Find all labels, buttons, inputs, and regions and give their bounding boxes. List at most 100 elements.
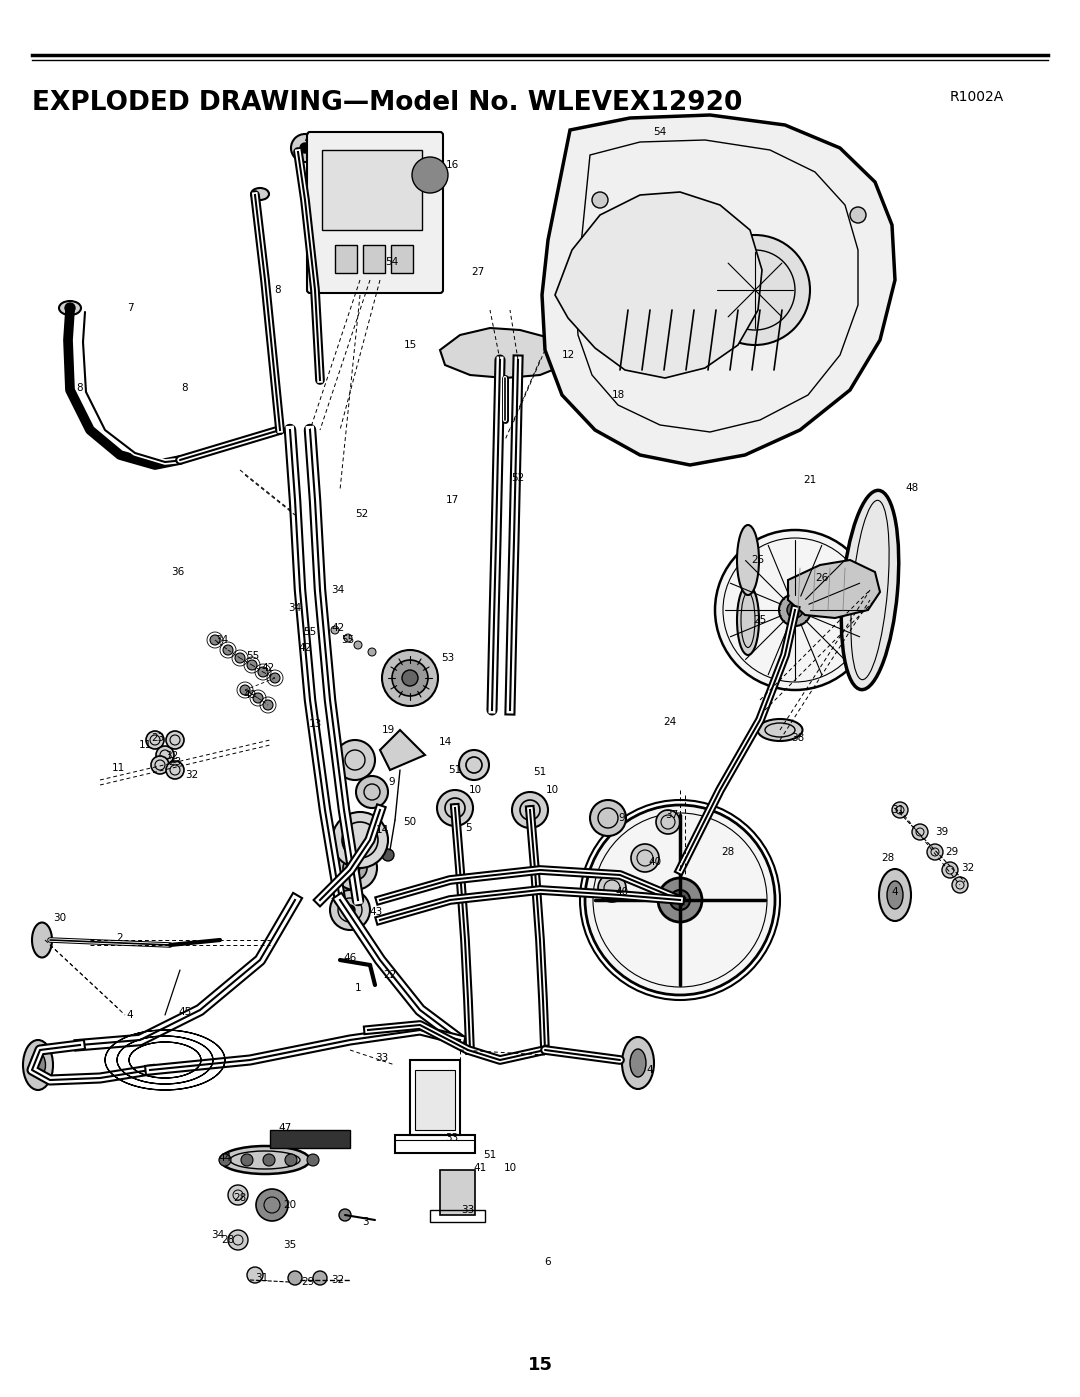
Text: 51: 51 xyxy=(448,766,461,775)
Circle shape xyxy=(264,1154,275,1166)
Text: 24: 24 xyxy=(663,717,677,726)
Text: 23: 23 xyxy=(151,733,164,743)
Text: 32: 32 xyxy=(165,752,178,761)
Circle shape xyxy=(670,890,690,909)
Circle shape xyxy=(350,863,360,873)
Text: 28: 28 xyxy=(221,1235,234,1245)
Circle shape xyxy=(288,1271,302,1285)
Circle shape xyxy=(219,1154,231,1166)
Text: 11: 11 xyxy=(111,763,124,773)
Text: 14: 14 xyxy=(376,826,389,835)
FancyBboxPatch shape xyxy=(307,131,443,293)
Circle shape xyxy=(526,806,534,814)
Circle shape xyxy=(300,142,310,154)
Text: 50: 50 xyxy=(404,817,417,827)
Bar xyxy=(335,244,357,272)
Circle shape xyxy=(228,1185,248,1206)
Text: 40: 40 xyxy=(616,887,629,897)
Text: 55: 55 xyxy=(341,636,354,645)
Text: 36: 36 xyxy=(172,567,185,577)
Circle shape xyxy=(345,905,355,915)
Circle shape xyxy=(307,1154,319,1166)
Bar xyxy=(363,244,384,272)
Circle shape xyxy=(437,789,473,826)
Circle shape xyxy=(942,862,958,877)
Text: 4: 4 xyxy=(126,1010,133,1020)
Bar xyxy=(410,1060,460,1134)
Text: 8: 8 xyxy=(77,383,83,393)
Text: 15: 15 xyxy=(527,1356,553,1375)
Circle shape xyxy=(892,802,908,819)
Text: 9: 9 xyxy=(619,813,625,823)
Circle shape xyxy=(368,648,376,657)
Bar xyxy=(440,1171,475,1215)
Circle shape xyxy=(291,134,319,162)
Ellipse shape xyxy=(757,719,802,740)
Polygon shape xyxy=(542,115,895,465)
Text: 34: 34 xyxy=(215,636,229,645)
Text: 7: 7 xyxy=(126,303,133,313)
Ellipse shape xyxy=(30,1052,45,1077)
Text: 13: 13 xyxy=(309,719,322,729)
Bar xyxy=(391,244,413,272)
Circle shape xyxy=(392,659,428,696)
Circle shape xyxy=(156,746,174,764)
Circle shape xyxy=(382,849,394,861)
Text: 33: 33 xyxy=(445,1133,459,1143)
Text: 55: 55 xyxy=(246,651,259,661)
Text: 42: 42 xyxy=(261,664,274,673)
Circle shape xyxy=(210,636,220,645)
Ellipse shape xyxy=(630,1049,646,1077)
Circle shape xyxy=(151,756,168,774)
Text: 26: 26 xyxy=(815,573,828,583)
Text: 29: 29 xyxy=(301,1277,314,1287)
Text: 49: 49 xyxy=(243,690,257,700)
Text: 51: 51 xyxy=(534,767,546,777)
Ellipse shape xyxy=(59,300,81,314)
Ellipse shape xyxy=(841,490,899,690)
Text: 10: 10 xyxy=(503,1162,516,1173)
Text: 14: 14 xyxy=(438,738,451,747)
Circle shape xyxy=(354,641,362,650)
Text: 34: 34 xyxy=(332,585,345,595)
Circle shape xyxy=(912,824,928,840)
Text: 28: 28 xyxy=(721,847,734,856)
Text: 28: 28 xyxy=(233,1193,246,1203)
Text: 4: 4 xyxy=(647,1065,653,1076)
Circle shape xyxy=(850,207,866,224)
Text: 54: 54 xyxy=(386,257,399,267)
Text: 31: 31 xyxy=(255,1273,269,1282)
Circle shape xyxy=(787,602,804,617)
Circle shape xyxy=(459,750,489,780)
Circle shape xyxy=(592,191,608,208)
Text: 11: 11 xyxy=(138,740,151,750)
Circle shape xyxy=(146,731,164,749)
Text: 44: 44 xyxy=(218,1153,231,1162)
Text: 32: 32 xyxy=(186,770,199,780)
Circle shape xyxy=(228,1229,248,1250)
Ellipse shape xyxy=(737,585,759,655)
Circle shape xyxy=(951,877,968,893)
Text: EXPLODED DRAWING—Model No. WLEVEX12920: EXPLODED DRAWING—Model No. WLEVEX12920 xyxy=(32,89,742,116)
Text: 20: 20 xyxy=(283,1200,297,1210)
Circle shape xyxy=(512,792,548,828)
Circle shape xyxy=(411,156,448,193)
Text: 54: 54 xyxy=(653,127,666,137)
Circle shape xyxy=(235,652,245,664)
Ellipse shape xyxy=(737,525,759,595)
Circle shape xyxy=(270,673,280,683)
Text: 45: 45 xyxy=(178,1007,191,1017)
Text: R1002A: R1002A xyxy=(950,89,1004,103)
Circle shape xyxy=(240,685,249,694)
Text: 1: 1 xyxy=(354,983,362,993)
Ellipse shape xyxy=(887,882,903,909)
Text: 47: 47 xyxy=(279,1123,292,1133)
Text: 33: 33 xyxy=(461,1206,474,1215)
Text: 42: 42 xyxy=(332,623,345,633)
Text: 53: 53 xyxy=(442,652,455,664)
Text: 29: 29 xyxy=(945,847,959,856)
Text: 43: 43 xyxy=(369,907,382,916)
Bar xyxy=(395,1134,475,1153)
Circle shape xyxy=(656,810,680,834)
Text: 38: 38 xyxy=(792,733,805,743)
